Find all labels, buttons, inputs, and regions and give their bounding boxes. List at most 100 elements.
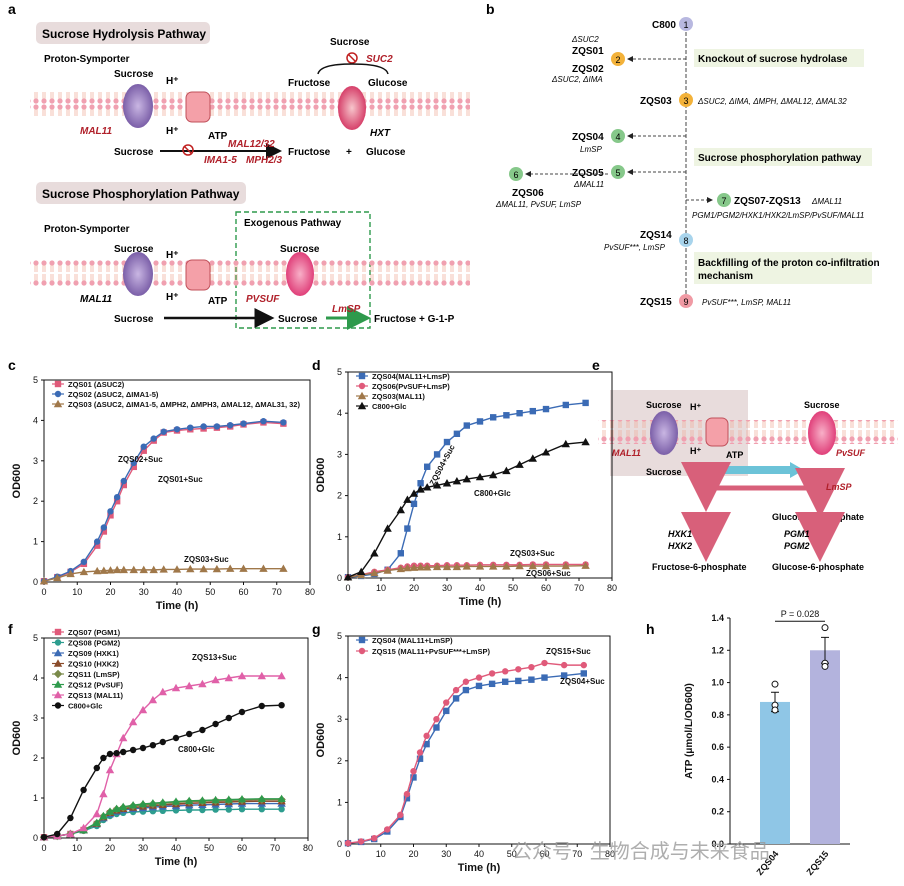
box-knockout-text: Knockout of sucrose hydrolase — [698, 54, 848, 65]
node-zqs07-name: ZQS07-ZQS13 — [734, 196, 801, 207]
data-point — [423, 740, 430, 748]
x-tick-label: 70 — [572, 849, 582, 859]
data-point — [79, 567, 89, 576]
data-point — [260, 418, 267, 425]
data-point — [212, 720, 219, 728]
hxt-transporter-icon — [338, 86, 366, 130]
data-point — [409, 489, 419, 497]
legend-entry: ZQS08 (PGM2) — [68, 639, 121, 648]
data-point — [238, 708, 246, 716]
y-tick-label: 0 — [337, 839, 342, 849]
data-point — [53, 573, 62, 582]
phosphorylation-title-box — [36, 182, 246, 204]
glucose-top-label: Glucose — [368, 78, 408, 89]
data-point — [489, 470, 498, 479]
chart-g: g 0 10 20 30 40 50 60 70 80 0 1 2 3 4 5 Time (h) OD600 ZQ… — [312, 621, 615, 874]
data-point — [396, 564, 405, 573]
data-point — [113, 498, 121, 505]
legend-entry: ZQS04 (MAL11+LmSP) — [372, 636, 453, 645]
node-zqs02-name: ZQS02 — [572, 64, 604, 75]
data-point — [462, 562, 471, 570]
node-5-num: 5 — [615, 168, 620, 178]
data-point — [542, 405, 550, 413]
data-point — [580, 661, 587, 669]
mal11-label: MAL11 — [80, 126, 112, 137]
e-sucrose-4: Sucrose — [806, 467, 842, 477]
legend-entry: ZQS07 (PGM1) — [68, 628, 121, 637]
data-point — [403, 563, 412, 572]
data-point — [199, 806, 206, 814]
e-sucrose-1: Sucrose — [646, 400, 682, 410]
y-tick-label: 1 — [33, 537, 38, 547]
e-hxk2: HXK2 — [668, 541, 692, 551]
data-point — [343, 572, 353, 581]
y-tick-label: 0.0 — [711, 839, 724, 849]
data-point — [383, 524, 392, 532]
y-tick-label: 3 — [337, 714, 342, 724]
phosphorylation-title: Sucrose Phosphorylation Pathway — [42, 187, 240, 201]
data-point — [528, 561, 537, 570]
membrane-phosphorylation — [30, 260, 470, 286]
data-point — [410, 774, 417, 781]
data-point — [139, 565, 148, 574]
data-point — [100, 524, 108, 531]
legend-entry: ZQS10 (HXK2) — [68, 660, 119, 669]
data-point — [384, 826, 391, 833]
data-point — [410, 768, 417, 775]
y-tick-label: 1.4 — [711, 613, 724, 623]
series-annotation: ZQS03+Suc — [510, 549, 555, 558]
x-tick-label: 0 — [345, 583, 350, 593]
data-point — [396, 505, 405, 514]
data-point — [198, 679, 207, 688]
y-tick-label: 3 — [33, 456, 38, 466]
data-point — [370, 568, 379, 577]
data-point — [92, 809, 101, 818]
data-point — [502, 678, 509, 685]
x-axis-label: Time (h) — [156, 600, 199, 612]
blocked-cross-icon-2 — [183, 145, 193, 155]
legend-entry: C800+Glc — [372, 402, 406, 411]
data-point — [237, 671, 247, 680]
data-point — [475, 472, 485, 481]
data-point — [138, 799, 148, 808]
x-tick-label: 70 — [574, 583, 584, 593]
e-pvsuf-label: PvSUF — [836, 448, 866, 458]
x-tick-label: 50 — [508, 583, 518, 593]
y-tick-label: 5 — [337, 367, 342, 377]
e-membrane — [598, 420, 898, 444]
data-point — [150, 435, 157, 442]
data-point — [502, 562, 511, 570]
replicate-point — [821, 662, 829, 670]
bar — [760, 701, 790, 844]
data-point — [224, 795, 233, 803]
chart-f: f 0 10 20 30 40 50 60 70 80 0 1 2 3 4 5 Time (h) OD600 ZQ… — [8, 621, 313, 868]
x-tick-label: 0 — [345, 849, 350, 859]
data-point — [475, 562, 485, 570]
e-g1p: Glucose-1-phosphate — [772, 512, 864, 522]
data-point — [185, 681, 194, 690]
node-7-badge — [717, 193, 731, 207]
data-point — [105, 807, 115, 815]
data-point — [107, 508, 114, 515]
panel-label-d: d — [312, 357, 321, 373]
data-point — [423, 483, 432, 491]
data-point — [433, 724, 440, 731]
node-2-badge — [611, 52, 625, 66]
x-axis-label: Time (h) — [458, 862, 501, 874]
legend-entry: ZQS01 (ΔSUC2) — [68, 380, 125, 389]
data-point — [516, 410, 523, 417]
mal11-transporter-icon — [123, 84, 153, 128]
e-pvsuf-icon — [808, 411, 836, 455]
bar — [810, 650, 840, 844]
legend-swatch-marker — [54, 639, 62, 646]
hydrolysis-title-box — [36, 22, 210, 44]
data-point — [344, 839, 352, 847]
blocked-icon — [346, 52, 358, 64]
data-point — [258, 806, 265, 813]
data-point — [112, 565, 122, 574]
atpase-pump-icon — [185, 91, 211, 123]
data-point — [139, 744, 147, 752]
data-point — [158, 687, 167, 696]
data-point — [357, 838, 365, 845]
y-tick-label: 3 — [337, 449, 342, 459]
